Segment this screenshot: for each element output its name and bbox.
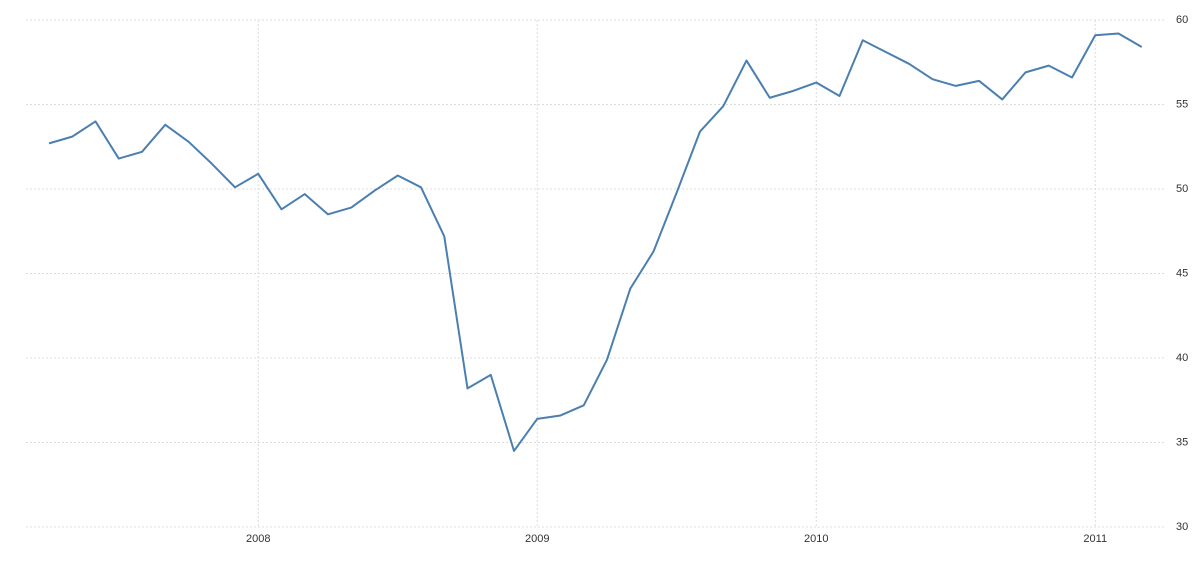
y-tick-label: 45 <box>1176 267 1188 279</box>
x-tick-label: 2011 <box>1083 533 1107 545</box>
line-series <box>48 32 1143 452</box>
y-tick-label: 35 <box>1176 436 1188 448</box>
y-tick-label: 55 <box>1176 98 1188 110</box>
x-tick-label: 2008 <box>246 533 270 545</box>
x-tick-label: 2010 <box>804 533 828 545</box>
y-tick-label: 30 <box>1176 521 1188 533</box>
y-tick-label: 60 <box>1176 14 1188 26</box>
y-tick-label: 40 <box>1176 352 1188 364</box>
y-tick-label: 50 <box>1176 183 1188 195</box>
x-tick-label: 2009 <box>525 533 549 545</box>
